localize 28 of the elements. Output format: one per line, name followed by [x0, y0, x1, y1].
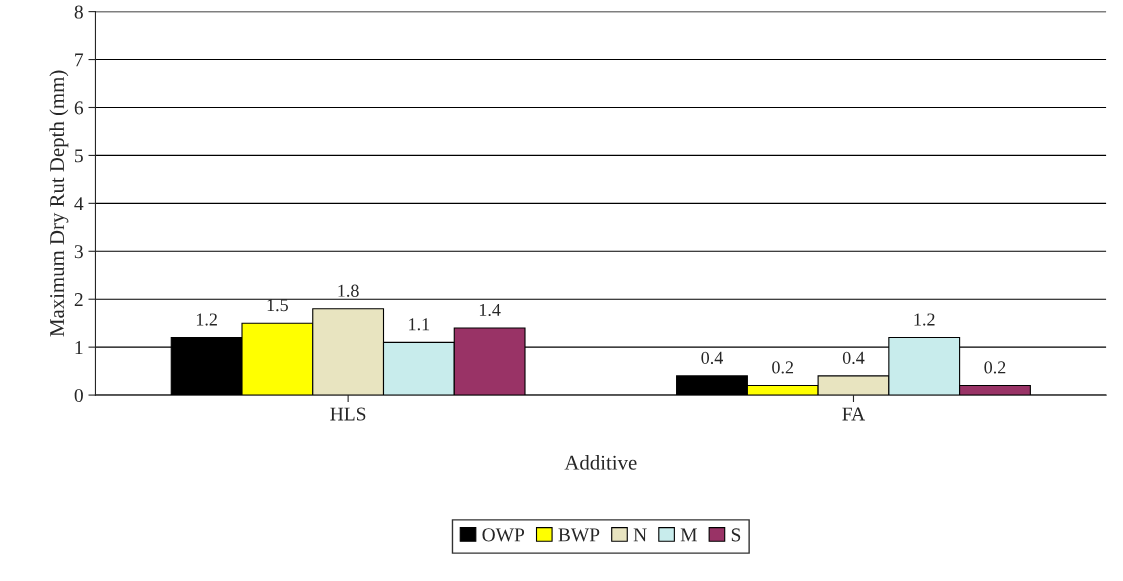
y-tick-label: 0 [74, 388, 83, 403]
legend-label: OWP [482, 528, 525, 542]
y-tick-label: 3 [74, 245, 83, 259]
data-label: 1.5 [267, 299, 288, 312]
legend-label: N [633, 528, 647, 542]
y-tick-label: 6 [74, 101, 84, 115]
y-tick-label: 8 [74, 5, 83, 19]
data-label: 1.1 [409, 318, 430, 331]
data-label: 0.2 [772, 361, 794, 374]
legend-label: S [731, 528, 741, 542]
data-label: 1.2 [196, 313, 217, 326]
data-label: 1.8 [338, 284, 359, 297]
x-tick-label: FA [842, 407, 866, 421]
y-tick-label: 2 [74, 293, 83, 306]
legend-label: BWP [558, 528, 600, 542]
data-label: 0.4 [842, 351, 865, 364]
y-tick-label: 5 [75, 149, 83, 163]
data-label: 0.4 [701, 351, 723, 364]
data-label: 0.2 [984, 361, 1006, 374]
data-label: 1.2 [914, 313, 935, 326]
x-tick-label: HLS [330, 407, 366, 421]
data-label: 1.4 [479, 303, 501, 317]
y-tick-label: 7 [75, 53, 84, 67]
y-axis-title: Maximum Dry Rut Depth (mm) [49, 70, 69, 337]
legend-label: M [680, 528, 697, 542]
x-axis-title: Additive [564, 455, 637, 470]
y-tick-label: 4 [74, 197, 84, 211]
y-tick-label: 1 [75, 341, 83, 354]
